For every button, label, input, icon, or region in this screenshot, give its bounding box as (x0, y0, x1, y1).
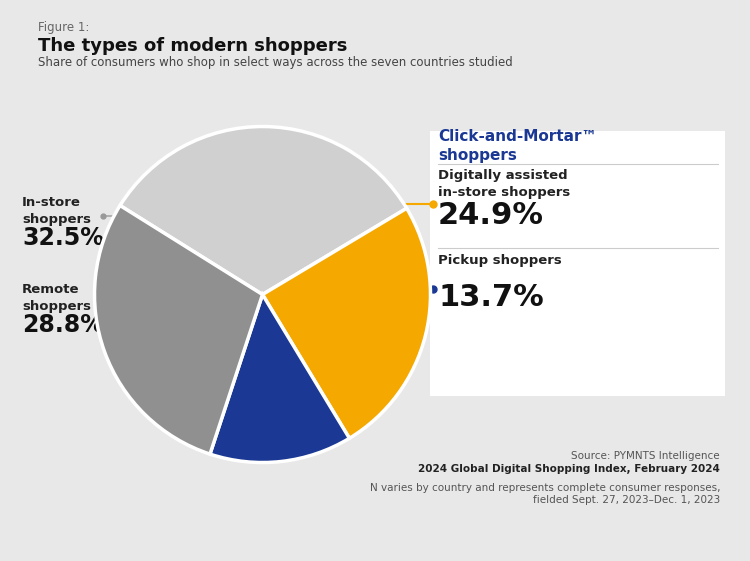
Text: 13.7%: 13.7% (438, 283, 544, 312)
Text: Digitally assisted
in-store shoppers: Digitally assisted in-store shoppers (438, 169, 570, 199)
Text: Click-and-Mortar™
shoppers: Click-and-Mortar™ shoppers (438, 129, 597, 163)
Text: Pickup shoppers: Pickup shoppers (438, 254, 562, 267)
Text: 24.9%: 24.9% (438, 201, 544, 230)
Wedge shape (210, 295, 350, 462)
Wedge shape (262, 208, 430, 438)
FancyBboxPatch shape (430, 131, 725, 396)
Text: fielded Sept. 27, 2023–Dec. 1, 2023: fielded Sept. 27, 2023–Dec. 1, 2023 (532, 495, 720, 505)
Text: Remote
shoppers: Remote shoppers (22, 283, 91, 312)
Text: N varies by country and represents complete consumer responses,: N varies by country and represents compl… (370, 483, 720, 493)
Text: 2024 Global Digital Shopping Index, February 2024: 2024 Global Digital Shopping Index, Febr… (419, 464, 720, 474)
Text: 28.8%: 28.8% (22, 313, 104, 337)
Text: Figure 1:: Figure 1: (38, 21, 89, 34)
Text: Share of consumers who shop in select ways across the seven countries studied: Share of consumers who shop in select wa… (38, 56, 513, 69)
Text: In-store
shoppers: In-store shoppers (22, 196, 91, 226)
Text: The types of modern shoppers: The types of modern shoppers (38, 37, 347, 55)
Text: 32.5%: 32.5% (22, 226, 104, 250)
Wedge shape (120, 127, 406, 295)
Wedge shape (94, 205, 262, 454)
Text: Source: PYMNTS Intelligence: Source: PYMNTS Intelligence (572, 451, 720, 461)
